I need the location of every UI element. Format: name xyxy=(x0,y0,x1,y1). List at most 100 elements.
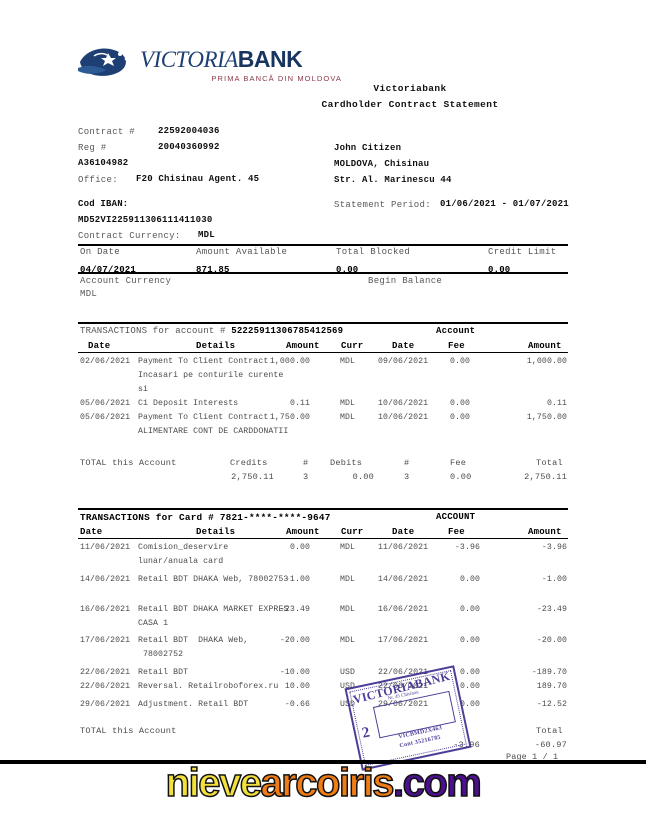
currency-value: MDL xyxy=(198,230,215,240)
contract-label: Contract # xyxy=(78,127,136,137)
page-title: Victoriabank xyxy=(373,83,447,94)
table-row: 17/06/2021 xyxy=(378,636,429,645)
summary-value-total-blocked: 0.00 xyxy=(336,265,359,275)
page-subtitle: Cardholder Contract Statement xyxy=(321,99,499,110)
summary-value-on-date: 04/07/2021 xyxy=(80,265,137,275)
table-row: 0.00 xyxy=(459,636,480,645)
table-row: 22/06/2021 xyxy=(378,668,429,677)
table-row: -20.00 xyxy=(279,636,310,645)
contract-value: 22592004036 xyxy=(158,126,220,136)
card-header-rule xyxy=(78,538,568,539)
customer-name: John Citizen xyxy=(334,143,402,153)
table-row: Reversal. Retailroboforex.ru xyxy=(138,682,279,691)
table-row: 22/06/2021 xyxy=(378,682,429,691)
table-row: -3.96 xyxy=(454,543,480,552)
table-row: 1,000.00 xyxy=(269,357,310,366)
table-row: -20.00 xyxy=(536,636,567,645)
logo-wordmark: VICTORIABANK PRIMA BANCĂ DIN MOLDOVA xyxy=(140,46,350,83)
table-row: USD xyxy=(340,700,356,709)
table-row: MDL xyxy=(340,575,356,584)
card-col-curr: Curr xyxy=(341,527,364,537)
card-section-top-rule xyxy=(78,508,568,510)
statement-period-label: Statement Period: xyxy=(334,200,431,210)
table-row: Retail BDT xyxy=(138,668,189,677)
card-col-postdate: Date xyxy=(392,527,415,537)
account-total-debits: 0.00 xyxy=(352,472,374,482)
summary-header-credit-limit: Credit Limit xyxy=(488,247,557,257)
card-number: 7821-****-****-9647 xyxy=(219,512,331,523)
account-section-top-rule xyxy=(78,322,568,324)
card-section-title: TRANSACTIONS for Card # 7821-****-****-9… xyxy=(80,512,331,523)
table-row: Retail BDT DHAKA Web, xyxy=(138,636,249,645)
account-total-count1: 3 xyxy=(303,472,309,482)
account-total-h-credits: Credits xyxy=(230,458,268,468)
reg-label: Reg # xyxy=(78,143,107,153)
table-row: Comision_deservire xyxy=(138,543,229,552)
table-row: 189.70 xyxy=(536,682,567,691)
account-total-h-fee: Fee xyxy=(450,458,467,468)
statement-period-value: 01/06/2021 - 01/07/2021 xyxy=(440,199,569,209)
table-row: 14/06/2021 xyxy=(80,575,131,584)
account-currency-value: MDL xyxy=(80,289,98,299)
table-row: 17/06/2021 xyxy=(80,636,131,645)
table-row: 0.00 xyxy=(450,399,471,408)
reg-value: 20040360992 xyxy=(158,142,220,152)
table-row: -1.00 xyxy=(541,575,567,584)
table-row: Payment To Client Contract xyxy=(138,413,269,422)
account-number: 52225911306785412569 xyxy=(231,326,344,336)
iban-label: Cod IBAN: xyxy=(78,199,129,209)
table-row: 1,750.00 xyxy=(269,413,310,422)
table-row: USD xyxy=(340,668,356,677)
account-header-rule xyxy=(78,352,568,353)
account-total-h-count1: # xyxy=(303,458,309,468)
table-row: 02/06/2021 xyxy=(80,357,131,366)
table-row: -189.70 xyxy=(531,668,567,677)
card-col-details: Details xyxy=(196,527,236,537)
table-row: 10.00 xyxy=(284,682,310,691)
victoriabank-logo: VICTORIABANK PRIMA BANCĂ DIN MOLDOVA xyxy=(78,44,348,86)
table-row: 0.00 xyxy=(459,605,480,614)
account-total-label: TOTAL this Account xyxy=(80,458,177,468)
begin-balance-label: Begin Balance xyxy=(368,276,443,286)
table-row: USD xyxy=(340,682,356,691)
account-col-postdate: Date xyxy=(392,341,415,351)
card-col-date: Date xyxy=(80,527,103,537)
account-total-count2: 3 xyxy=(404,472,410,482)
table-row: -23.49 xyxy=(536,605,567,614)
card-total-value: -60.97 xyxy=(534,740,567,750)
account-col-fee: Fee xyxy=(448,341,465,351)
card-col-fee: Fee xyxy=(448,527,465,537)
account-total-total: 2,750.11 xyxy=(524,472,567,482)
table-row: MDL xyxy=(340,413,356,422)
summary-value-credit-limit: 0.00 xyxy=(488,265,511,275)
table-row: Retail BDT DHAKA MARKET EXPRES xyxy=(138,605,289,614)
card-col-total: Amount xyxy=(528,527,562,537)
watermark-part1: nieve xyxy=(165,761,263,805)
account-total-fee: 0.00 xyxy=(450,472,472,482)
page-number: Page 1 / 1 xyxy=(506,752,559,762)
table-row: 1,750.00 xyxy=(526,413,567,422)
table-row: 0.11 xyxy=(289,399,310,408)
summary-bottom-rule xyxy=(78,272,568,274)
account-total-credits: 2,750.11 xyxy=(231,472,274,482)
table-row: 22/06/2021 xyxy=(80,668,131,677)
table-row: CASA 1 xyxy=(138,619,169,628)
watermark: nievearcoiris.com xyxy=(0,761,646,805)
logo-victoria-text: VICTORIA xyxy=(140,47,238,72)
card-col-amount: Amount xyxy=(286,527,320,537)
account-currency-label: Account Currency xyxy=(80,276,172,286)
table-row: Payment To Client Contract xyxy=(138,357,269,366)
office-value: F20 Chisinau Agent. 45 xyxy=(136,174,260,184)
account-total-h-count2: # xyxy=(404,458,410,468)
card-total-fee: -3.96 xyxy=(453,740,480,750)
table-row: MDL xyxy=(340,357,356,366)
id-value: A36104982 xyxy=(78,158,129,168)
table-row: MDL xyxy=(340,636,356,645)
watermark-rule xyxy=(0,760,646,764)
bank-stamp: VICTORIABANK Nr. 45 Chisinau 2 VICBMD2X4… xyxy=(344,665,472,771)
table-row: -23.49 xyxy=(279,605,310,614)
customer-street: Str. Al. Marinescu 44 xyxy=(334,175,452,185)
table-row: 0.00 xyxy=(450,413,471,422)
table-row: 16/06/2021 xyxy=(80,605,131,614)
